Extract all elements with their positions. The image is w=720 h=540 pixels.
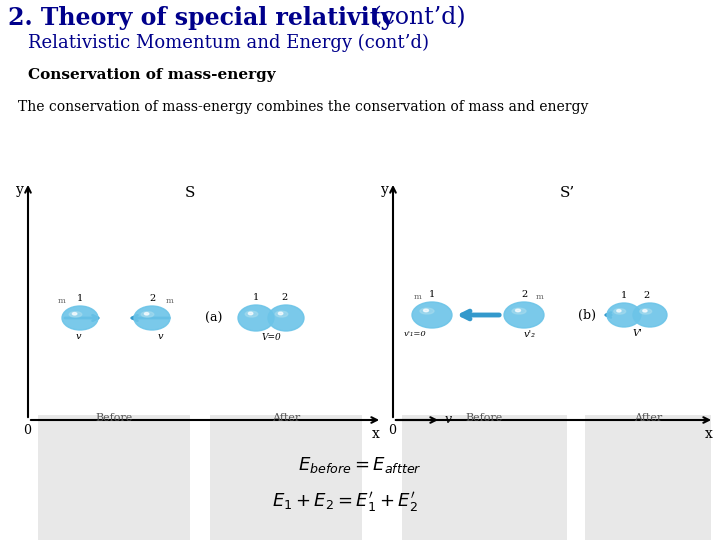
Text: $E_1 + E_2 = E^{\prime}_1 + E^{\prime}_2$: $E_1 + E_2 = E^{\prime}_1 + E^{\prime}_2… xyxy=(272,490,418,514)
Text: 2: 2 xyxy=(521,290,527,299)
Text: S’: S’ xyxy=(560,186,575,200)
Ellipse shape xyxy=(144,313,149,315)
Text: $E_{before} = E_{aftter}$: $E_{before} = E_{aftter}$ xyxy=(298,455,422,475)
Text: 0: 0 xyxy=(388,424,396,437)
Ellipse shape xyxy=(238,305,274,331)
Text: x: x xyxy=(705,427,713,441)
Ellipse shape xyxy=(607,303,641,327)
Ellipse shape xyxy=(141,312,154,317)
Ellipse shape xyxy=(275,311,288,317)
Text: 0: 0 xyxy=(23,424,31,437)
Ellipse shape xyxy=(72,313,77,315)
Text: 1: 1 xyxy=(253,293,259,302)
Ellipse shape xyxy=(246,311,258,317)
Text: After: After xyxy=(634,413,662,423)
Text: 2: 2 xyxy=(282,293,288,302)
Text: V=0: V=0 xyxy=(261,333,281,342)
Text: y: y xyxy=(16,183,24,197)
Ellipse shape xyxy=(617,309,621,312)
Bar xyxy=(585,415,711,540)
Text: (a): (a) xyxy=(205,312,222,325)
Ellipse shape xyxy=(420,308,434,314)
Ellipse shape xyxy=(69,312,82,317)
Ellipse shape xyxy=(62,306,98,330)
Text: Relativistic Momentum and Energy (cont’d): Relativistic Momentum and Energy (cont’d… xyxy=(28,34,429,52)
Text: 1: 1 xyxy=(77,294,83,303)
Ellipse shape xyxy=(516,309,521,312)
Ellipse shape xyxy=(268,305,304,331)
Ellipse shape xyxy=(134,306,170,330)
Text: m: m xyxy=(414,293,422,301)
Text: Before: Before xyxy=(466,413,503,423)
Text: v'₁=0: v'₁=0 xyxy=(404,330,426,338)
Text: m: m xyxy=(166,297,174,305)
Text: v: v xyxy=(445,413,452,426)
Text: The conservation of mass-energy combines the conservation of mass and energy: The conservation of mass-energy combines… xyxy=(18,100,588,114)
Text: (b): (b) xyxy=(578,308,596,321)
Ellipse shape xyxy=(412,302,452,328)
Text: 2: 2 xyxy=(644,291,650,300)
Text: x: x xyxy=(372,427,380,441)
Text: 1: 1 xyxy=(621,291,627,300)
Text: v'₂: v'₂ xyxy=(524,330,536,339)
Text: (cont’d): (cont’d) xyxy=(365,6,466,29)
Text: 1: 1 xyxy=(429,290,435,299)
Text: m: m xyxy=(536,293,544,301)
Text: v: v xyxy=(157,332,163,341)
Text: Conservation of mass-energy: Conservation of mass-energy xyxy=(28,68,276,82)
Ellipse shape xyxy=(633,303,667,327)
Text: y: y xyxy=(381,183,389,197)
Ellipse shape xyxy=(613,309,626,314)
Ellipse shape xyxy=(248,312,253,315)
Bar xyxy=(210,415,362,540)
Ellipse shape xyxy=(279,312,283,315)
Text: S: S xyxy=(185,186,195,200)
Ellipse shape xyxy=(512,308,526,314)
Text: 2: 2 xyxy=(149,294,155,303)
Bar xyxy=(402,415,567,540)
Text: V': V' xyxy=(632,329,642,338)
Ellipse shape xyxy=(643,309,647,312)
Text: Before: Before xyxy=(95,413,132,423)
Ellipse shape xyxy=(504,302,544,328)
Ellipse shape xyxy=(640,309,652,314)
Text: 2. Theory of special relativity: 2. Theory of special relativity xyxy=(8,6,395,30)
Bar xyxy=(38,415,190,540)
Ellipse shape xyxy=(423,309,428,312)
Text: m: m xyxy=(58,297,66,305)
Text: After: After xyxy=(272,413,300,423)
Text: v: v xyxy=(76,332,81,341)
